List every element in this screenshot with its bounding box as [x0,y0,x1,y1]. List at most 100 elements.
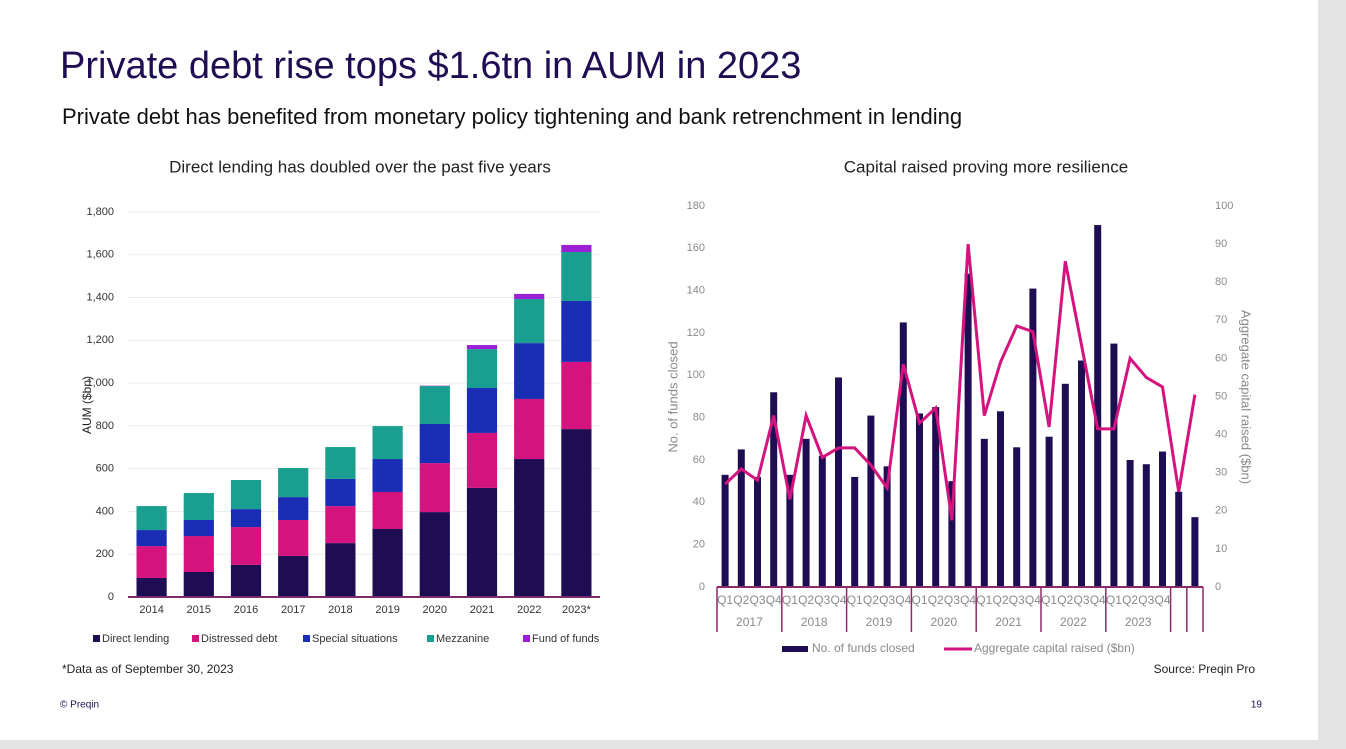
bar-segment [136,577,167,597]
source: Source: Preqin Pro [1154,662,1256,676]
legend-label: Fund of funds [532,633,600,645]
bar-segment [136,506,167,531]
bar [899,322,907,587]
bar-segment [278,520,309,556]
bar [721,474,729,587]
bar-segment [466,432,498,488]
bar-segment [561,429,592,597]
bar [1078,360,1085,587]
bar [1110,343,1118,587]
y-tick-label: 0 [108,591,114,603]
y2-tick-label: 0 [1215,581,1221,593]
x-tick-label: Q2 [733,593,749,607]
y-tick-label: 80 [693,412,705,424]
y2-tick-label: 100 [1215,200,1233,212]
bar-segment [419,463,450,513]
x-tick-label: Q2 [1057,593,1073,607]
bar-segment [561,251,592,301]
bar-segment [514,459,545,597]
group-label: 2020 [930,615,957,629]
x-tick-label: 2017 [281,604,305,616]
copyright: © Preqin [60,700,99,711]
bar [770,392,778,587]
x-tick-label: Q3 [1009,593,1025,607]
x-tick-label: Q1 [717,593,733,607]
x-tick-label: 2016 [234,604,258,616]
bar-segment [183,536,214,572]
bar-segment [372,459,403,492]
bar-segment [183,520,214,537]
x-tick-label: Q1 [1041,593,1057,607]
bar [835,377,842,587]
bar [867,415,875,587]
y-tick-label: 800 [96,420,114,432]
group-label: 2021 [995,615,1022,629]
y2-tick-label: 30 [1215,467,1227,479]
bar-segment [419,386,450,424]
chart-title: Direct lending has doubled over the past… [169,157,551,176]
y2-tick-label: 10 [1215,543,1227,555]
y-tick-label: 100 [687,369,705,381]
bar [851,476,859,587]
bar-segment [466,345,498,350]
y2-axis-label: Aggregate capital raised ($bn) [1239,310,1254,484]
legend-label: Distressed debt [201,633,277,645]
bar-segment [514,293,545,300]
bar-segment [278,468,309,498]
x-tick-label: Q3 [1073,593,1089,607]
y-tick-label: 60 [693,454,705,466]
slide-subtitle: Private debt has benefited from monetary… [62,104,962,129]
x-tick-label: Q3 [879,593,895,607]
bar-segment [466,487,498,597]
y-tick-label: 600 [96,463,114,475]
x-tick-label: 2020 [423,604,447,616]
y-tick-label: 1,000 [86,377,114,389]
bar-segment [325,543,356,597]
bar [1159,451,1166,587]
chart-title: Capital raised proving more resilience [844,157,1128,176]
x-tick-label: 2015 [187,604,211,616]
bar [916,413,923,587]
bar [1045,436,1053,587]
bar-segment [325,506,356,544]
legend-label: Special situations [312,633,398,645]
x-tick-label: Q3 [1138,593,1154,607]
footnote: *Data as of September 30, 2023 [62,662,234,676]
bar-segment [230,480,262,510]
x-tick-label: 2021 [470,604,494,616]
x-tick-label: Q3 [944,593,960,607]
bar-segment [561,300,592,362]
bar-segment [325,478,356,507]
bar [883,466,891,587]
y2-tick-label: 70 [1215,314,1227,326]
y2-tick-label: 20 [1215,505,1227,517]
bar-segment [183,571,214,597]
x-tick-label: Q1 [1106,593,1122,607]
y-tick-label: 20 [693,539,705,551]
bar [1191,517,1199,587]
y-tick-label: 120 [687,327,705,339]
bar [802,438,810,587]
y-tick-label: 0 [699,581,705,593]
x-tick-label: Q2 [863,593,879,607]
x-tick-label: Q4 [895,593,911,607]
legend-swatch [192,635,199,642]
bar [1094,225,1102,588]
y-tick-label: 140 [687,285,705,297]
bar [1175,491,1183,587]
y-tick-label: 1,600 [86,249,114,261]
x-tick-label: Q1 [911,593,927,607]
x-tick-label: Q3 [814,593,830,607]
bar-segment [136,546,167,578]
bar-segment [136,530,167,547]
x-tick-label: Q4 [1090,593,1106,607]
bar-segment [466,349,498,389]
line [724,243,1197,521]
bar-segment [230,509,262,528]
bar-segment [183,493,214,520]
x-tick-label: Q4 [1154,593,1170,607]
slide-title: Private debt rise tops $1.6tn in AUM in … [60,45,801,87]
bar-segment [372,491,403,529]
legend-swatch [782,646,808,652]
